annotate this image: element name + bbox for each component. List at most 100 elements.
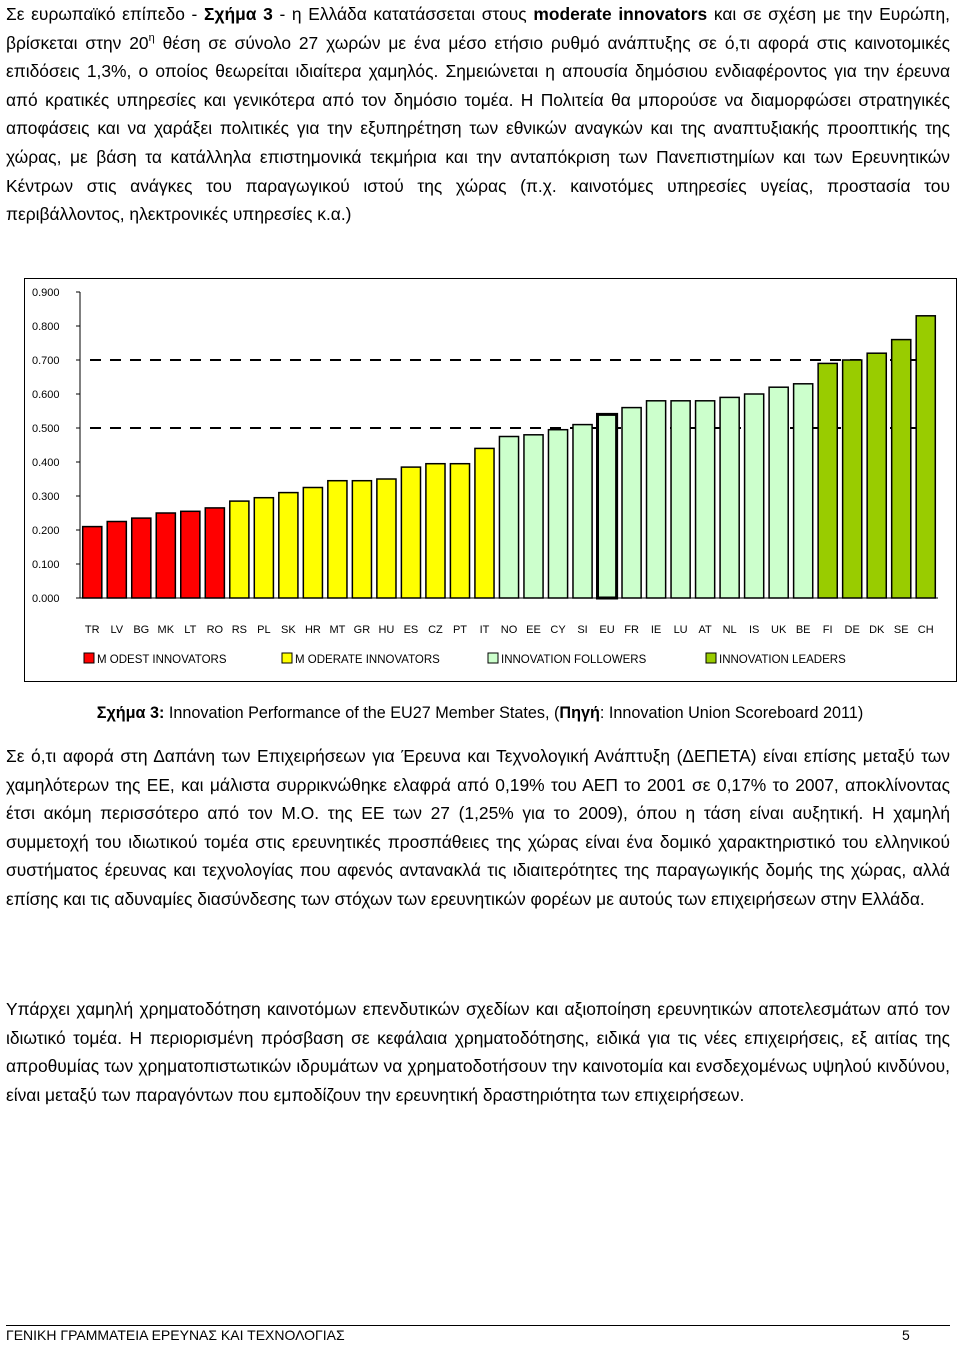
intro-text-1: Σε ευρωπαϊκό επίπεδο - bbox=[6, 4, 205, 24]
berd-paragraph: Σε ό,τι αφορά στη Δαπάνη των Επιχειρήσεω… bbox=[6, 746, 950, 909]
legend-swatch-modest bbox=[83, 652, 95, 664]
bar-mt bbox=[327, 479, 348, 599]
y-tick-label: 0.700 bbox=[32, 355, 60, 367]
bar-si bbox=[572, 423, 593, 599]
bar-uk bbox=[768, 386, 789, 599]
legend-label-modest: M ODEST INNOVATORS bbox=[97, 654, 227, 666]
legend-swatch-follower bbox=[487, 652, 499, 664]
category-label: SK bbox=[281, 624, 296, 636]
y-tick-label: 0.300 bbox=[32, 491, 60, 503]
bar-gr bbox=[351, 479, 373, 599]
category-label: GR bbox=[354, 624, 371, 636]
footer-rule bbox=[6, 1325, 950, 1326]
bar-hu bbox=[376, 478, 397, 599]
bar-tr bbox=[81, 525, 103, 599]
legend: M ODEST INNOVATORS M ODERATE INNOVATORS IN… bbox=[83, 652, 846, 666]
category-label: CY bbox=[550, 624, 566, 636]
legend-label-follower: INNOVATION FOLLOWERS bbox=[501, 654, 647, 666]
bar-cy bbox=[547, 428, 569, 599]
bar-nl bbox=[719, 396, 740, 599]
category-label: DE bbox=[845, 624, 860, 636]
category-label: TR bbox=[85, 624, 100, 636]
caption-text: Innovation Performance of the EU27 Membe… bbox=[164, 704, 560, 722]
category-label: MK bbox=[158, 624, 175, 636]
bar-es bbox=[400, 466, 422, 599]
category-label: CH bbox=[918, 624, 934, 636]
figure-reference: Σχήμα 3 bbox=[204, 4, 273, 24]
bar-ie bbox=[645, 400, 667, 599]
category-label: FR bbox=[624, 624, 639, 636]
figure-caption: Σχήμα 3: Innovation Performance of the E… bbox=[0, 702, 960, 724]
page-number: 5 bbox=[902, 1327, 910, 1343]
bar-no bbox=[498, 435, 520, 599]
bar-ch bbox=[915, 315, 937, 599]
category-label: EE bbox=[526, 624, 541, 636]
bar-pl bbox=[253, 496, 275, 599]
bar-hr bbox=[302, 486, 324, 599]
y-tick-label: 0.500 bbox=[32, 423, 60, 435]
bar-ee bbox=[523, 434, 544, 599]
category-label: PT bbox=[453, 624, 467, 636]
axes bbox=[76, 291, 938, 599]
intro-text-4: θέση σε σύνολο 27 χωρών με ένα μέσο ετήσ… bbox=[6, 32, 951, 225]
ordinal-superscript: η bbox=[148, 31, 155, 44]
category-label: EU bbox=[599, 624, 614, 636]
bar-pt bbox=[449, 462, 471, 599]
legend-label-moderate: M ODERATE INNOVATORS bbox=[295, 654, 440, 666]
category-label: DK bbox=[869, 624, 885, 636]
category-label: ES bbox=[404, 624, 419, 636]
category-label: RS bbox=[232, 624, 247, 636]
category-label: LU bbox=[674, 624, 688, 636]
chart-svg: 0.000 0.100 0.200 0.300 0.400 0.500 0.600 0.700… bbox=[24, 278, 957, 682]
bar-lt bbox=[180, 510, 201, 599]
bar-cz bbox=[425, 462, 446, 599]
funding-paragraph: Υπάρχει χαμηλή χρηματοδότηση καινοτόμων … bbox=[6, 999, 950, 1105]
category-label: IS bbox=[749, 624, 759, 636]
category-label: AT bbox=[698, 624, 712, 636]
category-label: NO bbox=[501, 624, 518, 636]
bar-dk bbox=[866, 352, 888, 599]
bar-be bbox=[792, 383, 814, 599]
y-tick-label: 0.600 bbox=[32, 389, 60, 401]
bar-bg bbox=[130, 517, 152, 599]
y-tick-label: 0.200 bbox=[32, 525, 60, 537]
intro-paragraph: Σε ευρωπαϊκό επίπεδο - Σχήμα 3 - η Ελλάδ… bbox=[6, 0, 950, 229]
bar-lv bbox=[106, 520, 128, 599]
category-label: HU bbox=[378, 624, 394, 636]
legend-swatch-moderate bbox=[281, 652, 293, 664]
footer-organization: ΓΕΝΙΚΗ ΓΡΑΜΜΑΤΕΙΑ ΕΡΕΥΝΑΣ ΚΑΙ ΤΕΧΝΟΛΟΓΙΑ… bbox=[6, 1327, 345, 1343]
category-label: CZ bbox=[428, 624, 443, 636]
bars bbox=[81, 315, 937, 600]
bar-sk bbox=[278, 491, 299, 599]
bar-eu bbox=[595, 412, 619, 600]
category-label: NL bbox=[723, 624, 737, 636]
bar-lu bbox=[670, 400, 691, 599]
y-tick-label: 0.000 bbox=[32, 593, 60, 605]
category-label: BG bbox=[133, 624, 149, 636]
legend-label-leader: INNOVATION LEADERS bbox=[719, 654, 846, 666]
bar-fi bbox=[817, 362, 838, 599]
caption-label: Σχήμα 3: bbox=[96, 704, 165, 722]
caption-source-label: Πηγή bbox=[559, 704, 600, 722]
category-label: BE bbox=[796, 624, 811, 636]
category-label: FI bbox=[823, 624, 833, 636]
bar-is bbox=[743, 393, 765, 599]
category-label: SI bbox=[577, 624, 587, 636]
bar-de bbox=[841, 359, 863, 599]
category-label: IE bbox=[651, 624, 661, 636]
category-label: SE bbox=[894, 624, 909, 636]
bar-rs bbox=[229, 500, 250, 599]
bar-se bbox=[890, 338, 912, 599]
category-label: RO bbox=[207, 624, 224, 636]
bar-at bbox=[694, 400, 716, 599]
bar-mk bbox=[155, 512, 177, 599]
y-tick-label: 0.400 bbox=[32, 457, 60, 469]
category-label: IT bbox=[480, 624, 490, 636]
category-label: HR bbox=[305, 624, 321, 636]
bar-ro bbox=[204, 507, 226, 599]
bar-fr bbox=[621, 406, 642, 599]
legend-swatch-leader bbox=[705, 652, 717, 664]
category-labels: TR LV BG MK LT RO RS PL SK HR MT GR HU ES CZ PT IT NO EE CY… bbox=[85, 624, 934, 636]
category-label: MT bbox=[329, 624, 345, 636]
intro-text-3: και σε σχέση με την Ευρώπη, βρίσκεται στ… bbox=[6, 4, 951, 53]
